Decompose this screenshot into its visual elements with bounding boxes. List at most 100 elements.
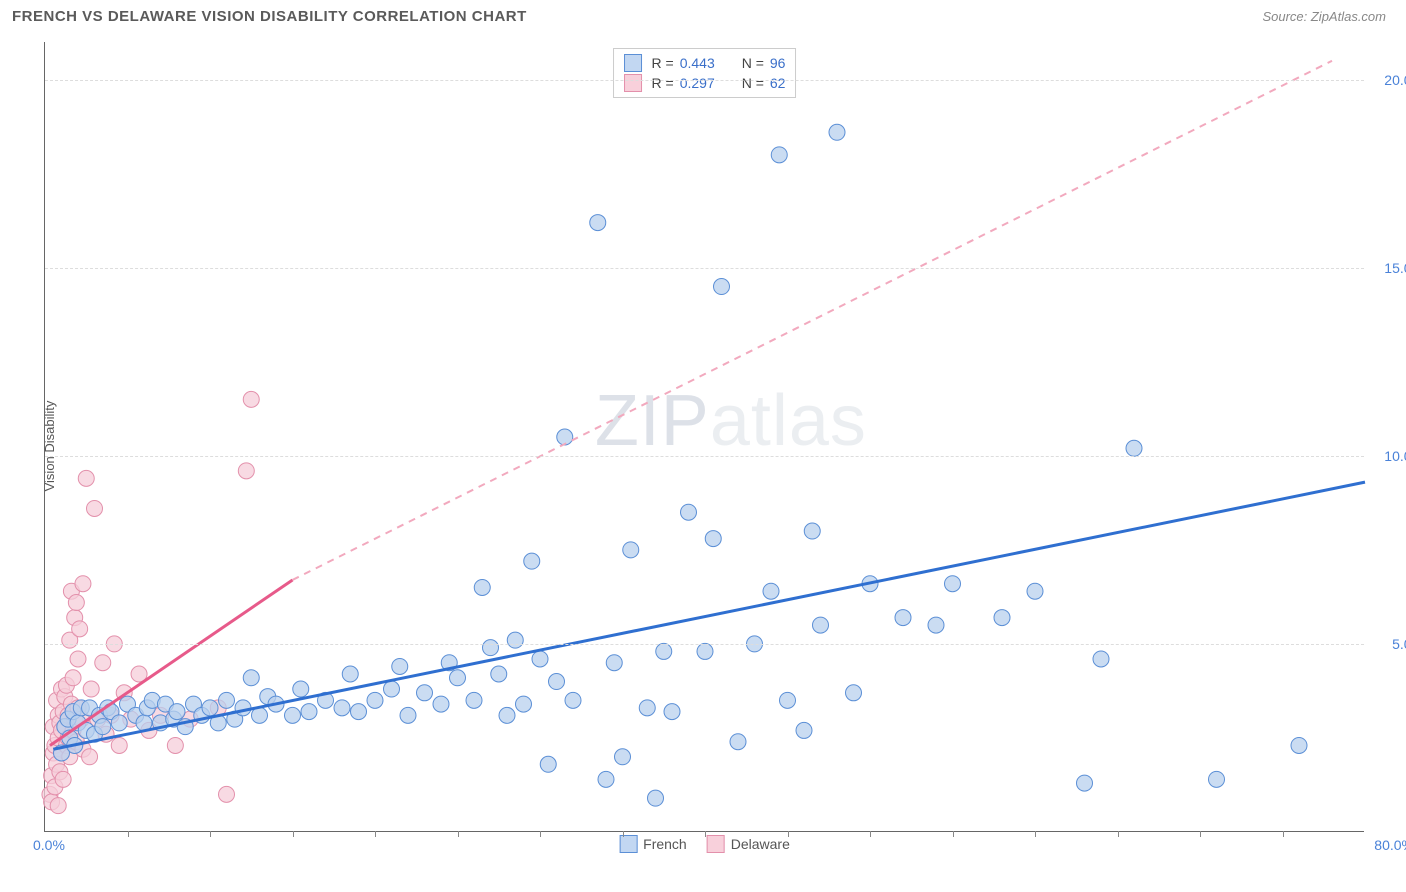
point-french (813, 617, 829, 633)
point-french (780, 692, 796, 708)
point-french (111, 715, 127, 731)
x-tick (1118, 831, 1119, 837)
point-delaware (87, 500, 103, 516)
point-french (169, 704, 185, 720)
point-french (796, 722, 812, 738)
point-french (615, 749, 631, 765)
point-french (705, 531, 721, 547)
series-label: Delaware (731, 836, 790, 852)
point-delaware (70, 651, 86, 667)
point-french (202, 700, 218, 716)
point-french (763, 583, 779, 599)
point-french (507, 632, 523, 648)
point-french (516, 696, 532, 712)
point-delaware (78, 470, 94, 486)
x-tick (540, 831, 541, 837)
point-french (351, 704, 367, 720)
point-french (829, 124, 845, 140)
series-legend-item: French (619, 835, 687, 853)
point-french (367, 692, 383, 708)
point-french (928, 617, 944, 633)
point-french (1077, 775, 1093, 791)
point-french (433, 696, 449, 712)
y-tick-label: 15.0% (1384, 260, 1406, 276)
series-legend-item: Delaware (707, 835, 790, 853)
x-tick (870, 831, 871, 837)
point-french (540, 756, 556, 772)
series-label: French (643, 836, 687, 852)
point-french (681, 504, 697, 520)
point-french (549, 674, 565, 690)
x-tick (788, 831, 789, 837)
point-french (499, 707, 515, 723)
point-delaware (167, 737, 183, 753)
x-tick (623, 831, 624, 837)
point-delaware (72, 621, 88, 637)
point-french (1093, 651, 1109, 667)
x-tick (953, 831, 954, 837)
point-french (532, 651, 548, 667)
gridline (45, 268, 1364, 269)
point-french (623, 542, 639, 558)
point-french (730, 734, 746, 750)
point-french (342, 666, 358, 682)
chart-header: FRENCH VS DELAWARE VISION DISABILITY COR… (0, 0, 1406, 29)
point-french (1291, 737, 1307, 753)
point-french (656, 643, 672, 659)
x-tick (1200, 831, 1201, 837)
point-french (714, 279, 730, 295)
x-tick (1035, 831, 1036, 837)
point-delaware (75, 576, 91, 592)
point-french (417, 685, 433, 701)
point-french (524, 553, 540, 569)
point-delaware (68, 595, 84, 611)
x-tick (210, 831, 211, 837)
point-french (400, 707, 416, 723)
point-french (392, 658, 408, 674)
point-french (557, 429, 573, 445)
point-french (1027, 583, 1043, 599)
x-tick (705, 831, 706, 837)
point-french (483, 640, 499, 656)
point-delaware (65, 670, 81, 686)
point-french (639, 700, 655, 716)
point-french (945, 576, 961, 592)
point-french (590, 215, 606, 231)
x-tick (293, 831, 294, 837)
point-french (293, 681, 309, 697)
series-legend: French Delaware (619, 835, 790, 853)
trend-line (293, 61, 1333, 580)
chart-title: FRENCH VS DELAWARE VISION DISABILITY COR… (12, 8, 527, 25)
point-french (895, 610, 911, 626)
point-french (648, 790, 664, 806)
point-french (771, 147, 787, 163)
point-french (334, 700, 350, 716)
x-max-label: 80.0% (1374, 837, 1406, 853)
gridline (45, 644, 1364, 645)
point-delaware (50, 798, 66, 814)
source-attribution: Source: ZipAtlas.com (1262, 9, 1386, 24)
point-delaware (55, 771, 71, 787)
point-french (285, 707, 301, 723)
point-french (474, 579, 490, 595)
y-tick-label: 10.0% (1384, 448, 1406, 464)
point-delaware (83, 681, 99, 697)
point-french (235, 700, 251, 716)
legend-swatch (619, 835, 637, 853)
point-french (565, 692, 581, 708)
gridline (45, 80, 1364, 81)
point-french (1126, 440, 1142, 456)
point-delaware (238, 463, 254, 479)
legend-swatch (707, 835, 725, 853)
point-delaware (95, 655, 111, 671)
point-french (95, 719, 111, 735)
x-tick (128, 831, 129, 837)
point-delaware (82, 749, 98, 765)
point-french (301, 704, 317, 720)
point-delaware (111, 737, 127, 753)
point-french (697, 643, 713, 659)
point-french (243, 670, 259, 686)
point-french (994, 610, 1010, 626)
point-french (606, 655, 622, 671)
point-delaware (243, 391, 259, 407)
